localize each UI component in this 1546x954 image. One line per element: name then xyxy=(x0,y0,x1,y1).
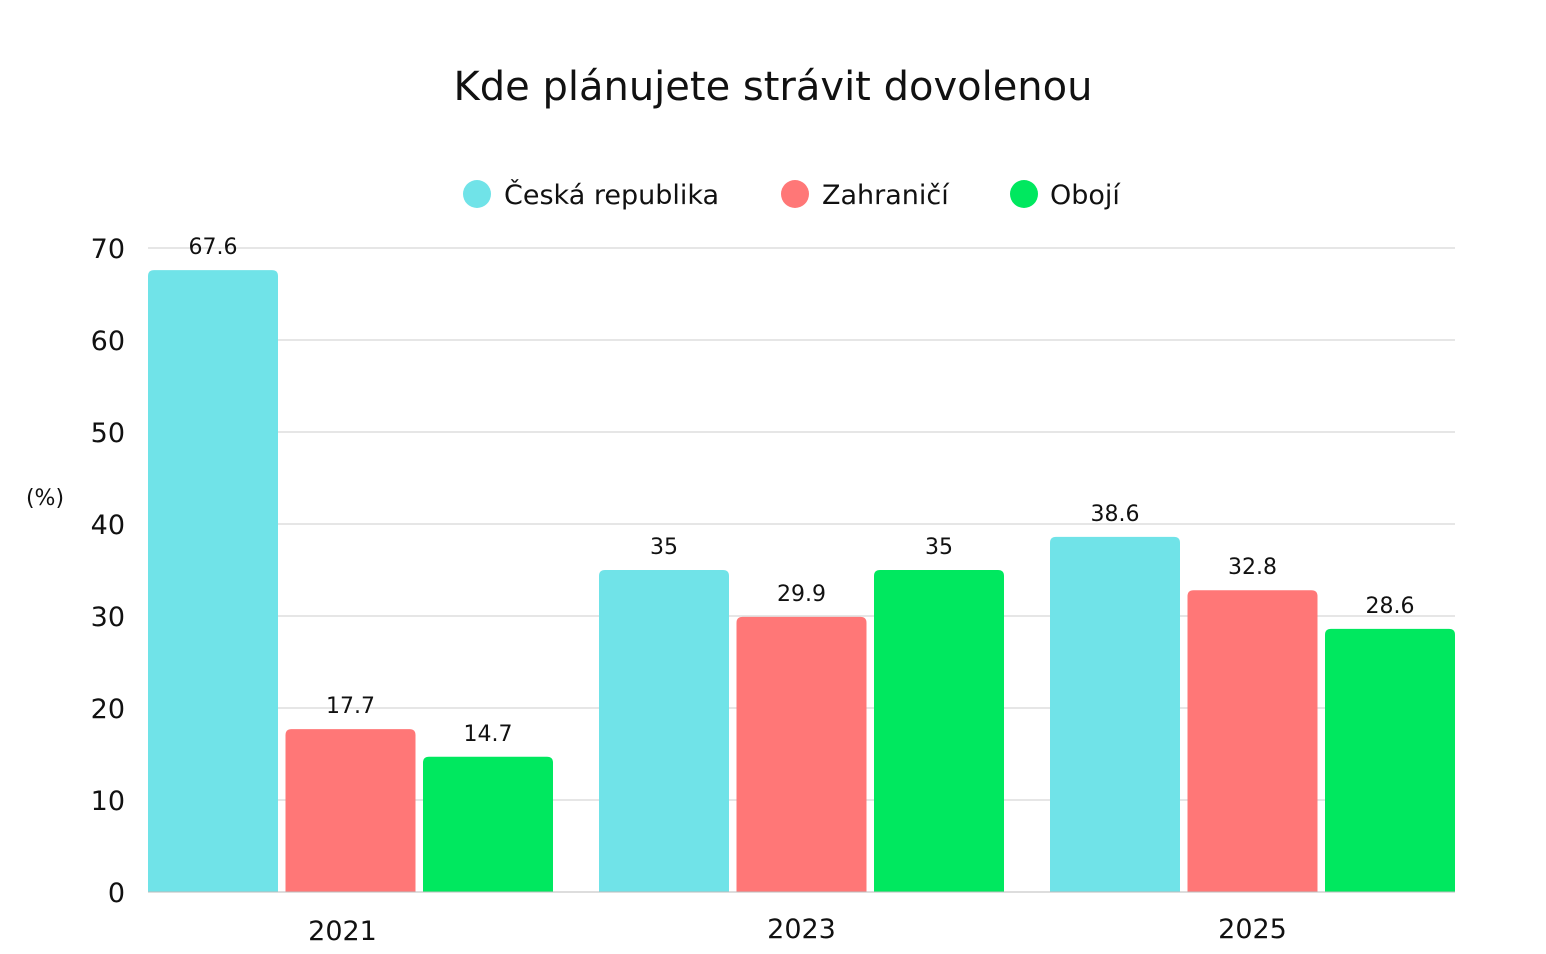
legend-label: Zahraničí xyxy=(822,180,950,211)
data-label: 32.8 xyxy=(1228,555,1277,580)
data-label: 17.7 xyxy=(326,694,375,719)
bar-česká-republika-2023 xyxy=(599,570,729,892)
bar-česká-republika-2021 xyxy=(148,270,278,893)
y-tick-label: 70 xyxy=(91,234,125,265)
bars xyxy=(148,270,1455,893)
legend-marker xyxy=(1010,180,1038,208)
y-tick-label: 30 xyxy=(91,602,125,633)
legend-item: Zahraničí xyxy=(781,180,950,211)
data-label: 67.6 xyxy=(189,235,238,260)
y-axis-unit-label: (%) xyxy=(26,486,64,511)
x-category-label: 2021 xyxy=(308,916,377,947)
data-label: 29.9 xyxy=(777,582,826,607)
y-tick-label: 50 xyxy=(91,418,125,449)
data-label: 35 xyxy=(925,535,953,560)
data-labels: 67.6 17.7 14.7 35 29.9 35 38.6 32.8 28.6 xyxy=(189,235,1415,747)
x-category-label: 2025 xyxy=(1218,914,1287,945)
gridlines xyxy=(148,247,1455,801)
bar-obojí-2023 xyxy=(874,570,1004,892)
y-axis-ticks: 0 10 20 30 40 50 60 70 xyxy=(91,234,125,909)
data-label: 28.6 xyxy=(1366,594,1415,619)
legend: Česká republika Zahraničí Obojí xyxy=(463,179,1121,211)
bar-zahraničí-2025 xyxy=(1187,590,1318,892)
y-tick-label: 10 xyxy=(91,786,125,817)
y-tick-label: 40 xyxy=(91,510,125,541)
x-axis-categories: 2021 2023 2025 xyxy=(308,914,1287,947)
legend-label: Obojí xyxy=(1050,180,1121,211)
bar-zahraničí-2023 xyxy=(736,616,867,892)
bar-obojí-2025 xyxy=(1325,628,1455,892)
legend-label: Česká republika xyxy=(504,179,719,211)
x-category-label: 2023 xyxy=(767,914,836,945)
y-tick-label: 0 xyxy=(108,878,125,909)
chart-title: Kde plánujete strávit dovolenou xyxy=(454,64,1093,110)
legend-item: Obojí xyxy=(1010,180,1121,211)
legend-marker xyxy=(781,180,809,208)
data-label: 38.6 xyxy=(1091,502,1140,527)
bar-česká-republika-2025 xyxy=(1050,536,1180,892)
legend-marker xyxy=(463,180,491,208)
y-tick-label: 60 xyxy=(91,326,125,357)
legend-item: Česká republika xyxy=(463,179,719,211)
bar-zahraničí-2021 xyxy=(285,729,416,892)
y-tick-label: 20 xyxy=(91,694,125,725)
bar-obojí-2021 xyxy=(423,756,553,892)
data-label: 14.7 xyxy=(464,722,513,747)
data-label: 35 xyxy=(650,535,678,560)
